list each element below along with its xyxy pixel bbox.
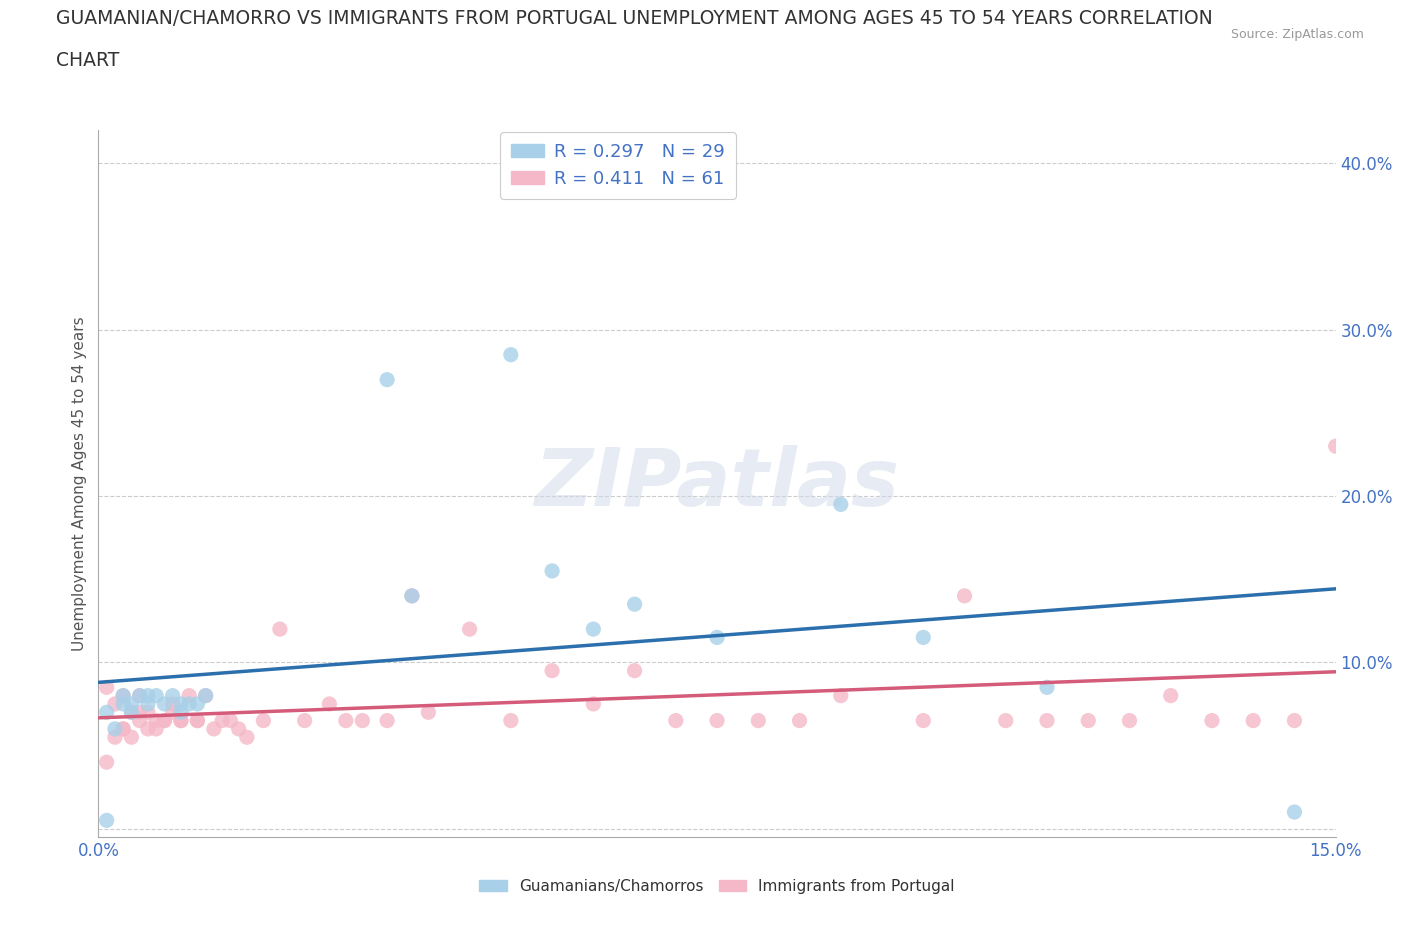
Point [1118, 713, 1140, 728]
Point [194, 688, 217, 703]
Point [269, 621, 291, 636]
Point [623, 597, 645, 612]
Point [830, 688, 852, 703]
Point [830, 497, 852, 512]
Point [202, 722, 225, 737]
Point [186, 713, 208, 728]
Point [541, 663, 564, 678]
Point [1077, 713, 1099, 728]
Point [96, 755, 118, 770]
Point [128, 688, 150, 703]
Point [96, 813, 118, 828]
Point [1036, 680, 1059, 695]
Point [120, 705, 142, 720]
Point [136, 697, 159, 711]
Text: ZIPatlas: ZIPatlas [534, 445, 900, 523]
Point [1324, 439, 1347, 454]
Point [145, 688, 167, 703]
Point [170, 713, 193, 728]
Point [170, 713, 193, 728]
Point [1036, 713, 1059, 728]
Point [1201, 713, 1223, 728]
Point [582, 621, 605, 636]
Point [96, 680, 118, 695]
Text: GUAMANIAN/CHAMORRO VS IMMIGRANTS FROM PORTUGAL UNEMPLOYMENT AMONG AGES 45 TO 54 : GUAMANIAN/CHAMORRO VS IMMIGRANTS FROM PO… [56, 9, 1213, 28]
Point [170, 697, 193, 711]
Point [228, 722, 250, 737]
Point [128, 713, 150, 728]
Point [1160, 688, 1182, 703]
Point [120, 697, 142, 711]
Point [145, 713, 167, 728]
Point [120, 730, 142, 745]
Point [665, 713, 688, 728]
Point [170, 705, 193, 720]
Point [104, 722, 127, 737]
Point [499, 347, 522, 362]
Point [162, 688, 184, 703]
Point [136, 688, 159, 703]
Point [912, 713, 935, 728]
Point [104, 730, 127, 745]
Point [335, 713, 357, 728]
Point [112, 688, 135, 703]
Point [194, 688, 217, 703]
Point [418, 705, 440, 720]
Point [211, 713, 233, 728]
Point [294, 713, 316, 728]
Point [128, 688, 150, 703]
Point [162, 705, 184, 720]
Point [186, 697, 208, 711]
Point [623, 663, 645, 678]
Point [318, 697, 340, 711]
Point [706, 713, 728, 728]
Point [582, 697, 605, 711]
Point [499, 713, 522, 728]
Point [252, 713, 274, 728]
Text: Source: ZipAtlas.com: Source: ZipAtlas.com [1230, 28, 1364, 41]
Point [401, 589, 423, 604]
Point [112, 722, 135, 737]
Point [953, 589, 976, 604]
Point [120, 705, 142, 720]
Point [912, 630, 935, 644]
Point [104, 697, 127, 711]
Point [136, 705, 159, 720]
Point [112, 697, 135, 711]
Point [352, 713, 374, 728]
Point [179, 697, 201, 711]
Point [136, 722, 159, 737]
Point [1241, 713, 1264, 728]
Point [153, 713, 176, 728]
Point [706, 630, 728, 644]
Point [747, 713, 769, 728]
Point [153, 697, 176, 711]
Point [112, 688, 135, 703]
Legend: Guamanians/Chamorros, Immigrants from Portugal: Guamanians/Chamorros, Immigrants from Po… [472, 873, 962, 900]
Point [541, 564, 564, 578]
Point [162, 697, 184, 711]
Point [1284, 804, 1306, 819]
Text: CHART: CHART [56, 51, 120, 70]
Point [186, 713, 208, 728]
Point [375, 713, 398, 728]
Point [401, 589, 423, 604]
Point [153, 713, 176, 728]
Point [145, 722, 167, 737]
Point [1284, 713, 1306, 728]
Point [236, 730, 259, 745]
Y-axis label: Unemployment Among Ages 45 to 54 years: Unemployment Among Ages 45 to 54 years [72, 316, 87, 651]
Point [458, 621, 481, 636]
Point [375, 372, 398, 387]
Point [179, 688, 201, 703]
Point [128, 705, 150, 720]
Point [994, 713, 1017, 728]
Point [112, 722, 135, 737]
Point [96, 705, 118, 720]
Point [789, 713, 811, 728]
Point [219, 713, 242, 728]
